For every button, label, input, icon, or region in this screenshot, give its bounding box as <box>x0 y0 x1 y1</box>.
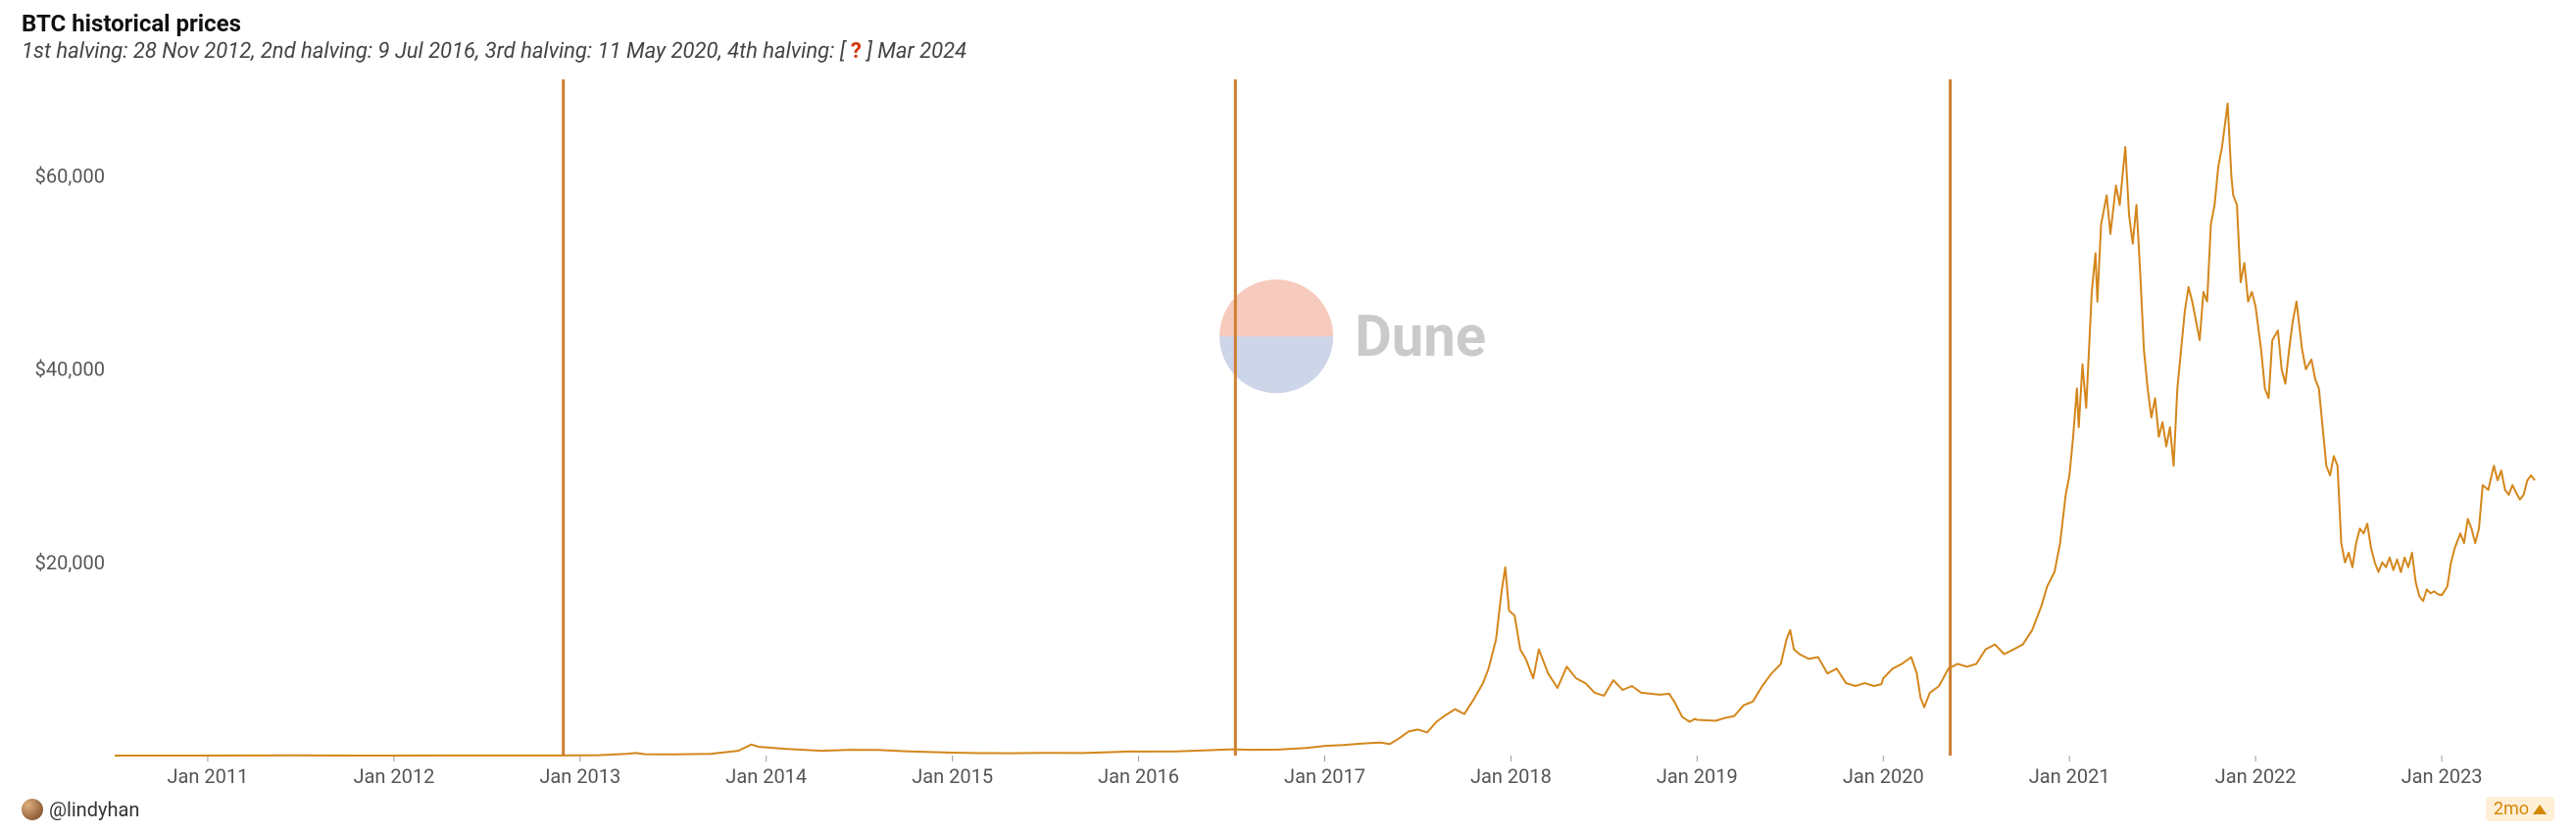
avatar-icon <box>22 799 43 820</box>
x-tick-label: Jan 2022 <box>2215 764 2297 788</box>
x-tick-label: Jan 2023 <box>2402 764 2483 788</box>
subtitle-prefix: 1st halving: 28 Nov 2012, 2nd halving: 9… <box>22 39 851 64</box>
warning-icon <box>2533 805 2547 814</box>
x-tick-label: Jan 2019 <box>1657 764 1738 788</box>
x-tick-label: Jan 2012 <box>353 764 434 788</box>
price-chart: Dune $20,000 $40,000 $60,000 Jan 2011 Jan 201… <box>22 70 2554 795</box>
x-tick-label: Jan 2015 <box>912 764 993 788</box>
author-handle: @lindyhan <box>49 798 139 821</box>
x-tick-label: Jan 2013 <box>539 764 620 788</box>
y-tick-label: $40,000 <box>35 358 105 381</box>
chart-subtitle: 1st halving: 28 Nov 2012, 2nd halving: 9… <box>22 39 2554 64</box>
y-tick-label: $20,000 <box>35 551 105 574</box>
x-tick-label: Jan 2018 <box>1470 764 1552 788</box>
author-block[interactable]: @lindyhan <box>22 798 139 821</box>
price-line <box>115 104 2535 756</box>
subtitle-suffix: ] Mar 2024 <box>862 39 966 64</box>
x-tick-label: Jan 2017 <box>1284 764 1365 788</box>
x-tick-label: Jan 2020 <box>1843 764 1924 788</box>
chart-footer: @lindyhan 2mo <box>22 797 2554 821</box>
x-tick-label: Jan 2014 <box>725 764 807 788</box>
subtitle-qmark: ? <box>851 39 862 64</box>
x-tick-label: Jan 2021 <box>2029 764 2110 788</box>
x-tick-label: Jan 2016 <box>1098 764 1179 788</box>
chart-area: Dune $20,000 $40,000 $60,000 Jan 2011 Jan 201… <box>22 70 2554 795</box>
watermark-text: Dune <box>1355 304 1486 370</box>
x-tick-label: Jan 2011 <box>168 764 249 788</box>
age-badge: 2mo <box>2486 797 2554 821</box>
chart-title: BTC historical prices <box>22 10 2554 37</box>
y-tick-label: $60,000 <box>35 165 105 188</box>
age-text: 2mo <box>2494 799 2529 819</box>
